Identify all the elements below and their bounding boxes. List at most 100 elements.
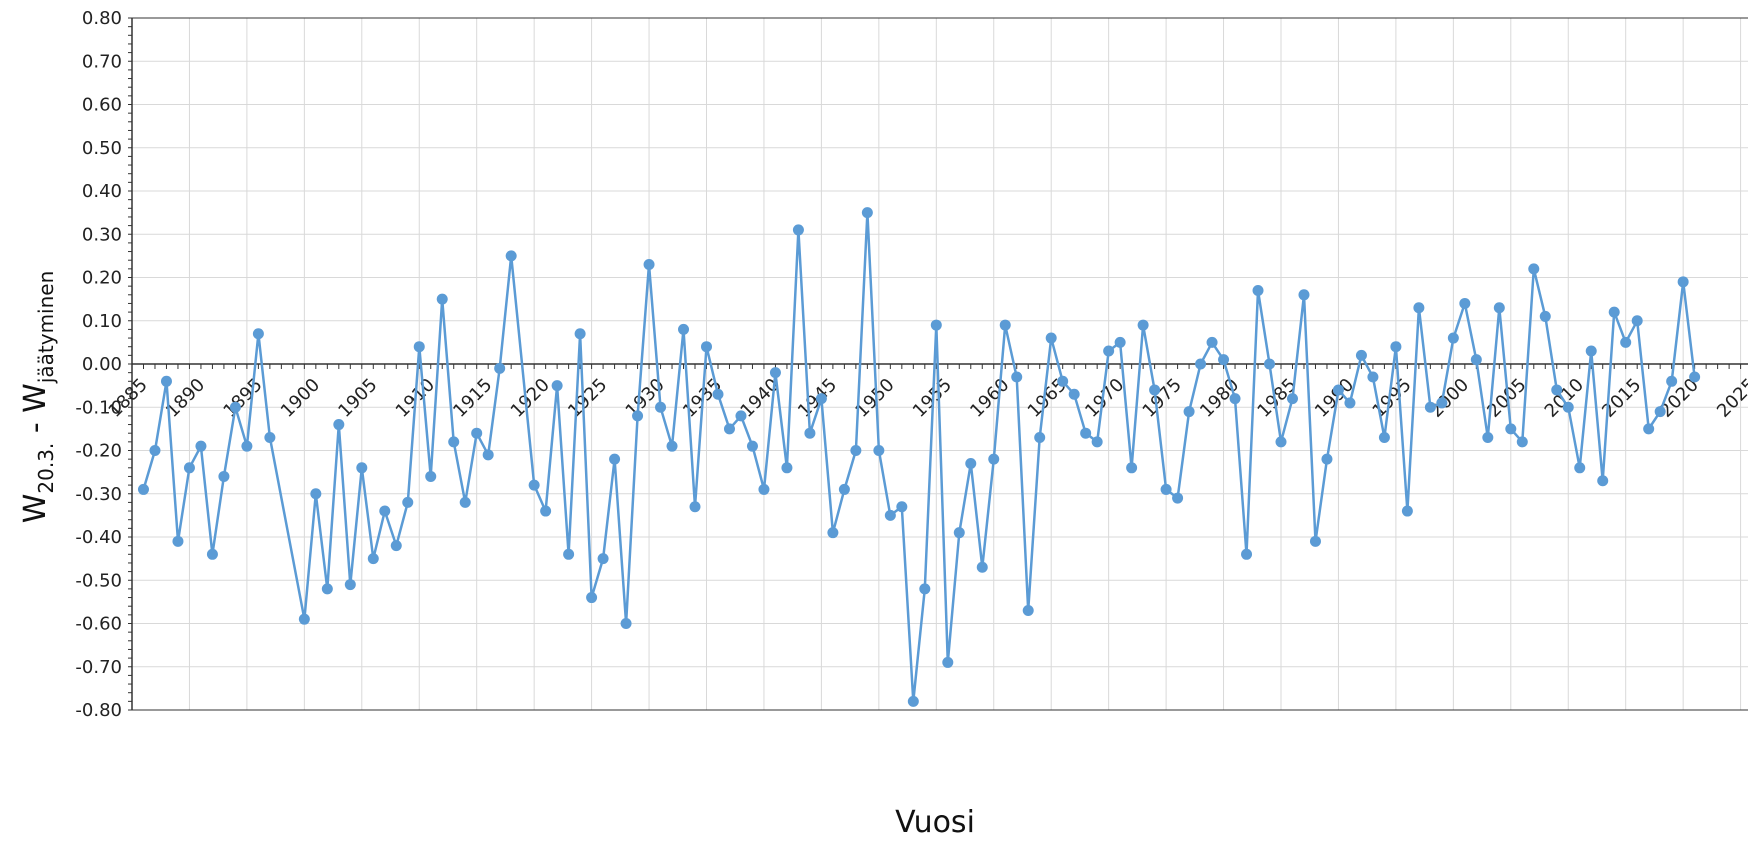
y-tick-label: 0.10 xyxy=(82,311,122,332)
data-point xyxy=(930,319,942,331)
y-axis-title-sub1: 20.3. xyxy=(34,443,58,494)
data-point xyxy=(574,328,586,340)
data-point xyxy=(632,410,644,422)
y-tick-label: 0.40 xyxy=(82,181,122,202)
data-series xyxy=(137,207,1701,707)
data-point xyxy=(838,483,850,495)
data-point xyxy=(1229,393,1241,405)
data-point xyxy=(1654,406,1666,418)
data-point xyxy=(953,527,965,539)
data-point xyxy=(1562,401,1574,413)
data-point xyxy=(206,548,218,560)
data-point xyxy=(390,540,402,552)
data-point xyxy=(976,561,988,573)
data-point xyxy=(1103,345,1115,357)
data-point xyxy=(769,367,781,379)
data-point xyxy=(735,410,747,422)
data-point xyxy=(896,501,908,513)
data-point xyxy=(643,259,655,271)
data-point xyxy=(1045,332,1057,344)
y-tick-label: 0.70 xyxy=(82,51,122,72)
data-point xyxy=(1597,475,1609,487)
data-point xyxy=(321,583,333,595)
y-tick-label: 0.80 xyxy=(82,8,122,29)
y-tick-label: 0.50 xyxy=(82,138,122,159)
data-point xyxy=(1413,302,1425,314)
data-point xyxy=(712,388,724,400)
data-point xyxy=(1321,453,1333,465)
data-point xyxy=(1195,358,1207,370)
y-axis-title: W20.3. - Wjäätyminen xyxy=(18,271,58,524)
data-point xyxy=(792,224,804,236)
data-point xyxy=(413,341,425,353)
y-tick-label: -0.80 xyxy=(75,700,122,721)
data-point xyxy=(160,375,172,387)
y-tick-label: -0.60 xyxy=(75,614,122,635)
data-point xyxy=(999,319,1011,331)
data-point xyxy=(1241,548,1253,560)
data-point xyxy=(1631,315,1643,327)
data-point xyxy=(1516,436,1528,448)
data-point xyxy=(183,462,195,474)
data-point xyxy=(1551,384,1563,396)
data-point xyxy=(586,592,598,604)
data-point xyxy=(907,695,919,707)
data-point xyxy=(195,440,207,452)
data-point xyxy=(436,293,448,305)
data-point xyxy=(333,419,345,431)
data-point xyxy=(1091,436,1103,448)
data-point xyxy=(1528,263,1540,275)
data-point xyxy=(459,496,471,508)
data-point xyxy=(1459,297,1471,309)
y-tick-label: 0.30 xyxy=(82,224,122,245)
data-point xyxy=(310,488,322,500)
data-point xyxy=(344,579,356,591)
data-point xyxy=(620,618,632,629)
data-point xyxy=(1482,432,1494,444)
data-point xyxy=(781,462,793,474)
data-point xyxy=(1689,371,1701,383)
data-point xyxy=(252,328,264,340)
data-point xyxy=(482,449,494,461)
data-point xyxy=(528,479,540,491)
data-point xyxy=(827,527,839,539)
data-point xyxy=(494,362,506,374)
data-point xyxy=(551,380,563,392)
data-point xyxy=(241,440,253,452)
data-point xyxy=(1505,423,1517,435)
y-tick-label: 0.00 xyxy=(82,354,122,375)
data-point xyxy=(701,341,712,353)
data-point xyxy=(1309,535,1321,547)
data-point xyxy=(804,427,816,439)
data-point xyxy=(367,553,379,565)
data-point xyxy=(1298,289,1310,301)
y-tick-label: -0.50 xyxy=(75,570,122,591)
data-point xyxy=(1172,492,1184,504)
data-point xyxy=(1252,284,1264,296)
data-point xyxy=(1126,462,1138,474)
data-point xyxy=(988,453,1000,465)
data-point xyxy=(1574,462,1586,474)
data-point xyxy=(746,440,758,452)
data-point xyxy=(1378,432,1390,444)
data-point xyxy=(758,483,770,495)
data-point xyxy=(884,509,896,521)
data-point xyxy=(1470,354,1482,366)
data-point xyxy=(218,470,230,482)
y-tick-label: -0.20 xyxy=(75,441,122,462)
data-point xyxy=(1286,393,1298,405)
data-point xyxy=(1539,310,1551,322)
data-point xyxy=(1344,397,1356,409)
data-point xyxy=(402,496,414,508)
data-point xyxy=(1149,384,1161,396)
data-point xyxy=(655,401,667,413)
y-tick-label: -0.40 xyxy=(75,527,122,548)
data-point xyxy=(540,505,552,517)
data-point xyxy=(1390,341,1402,353)
data-point xyxy=(850,445,862,456)
data-point xyxy=(137,483,149,495)
data-point xyxy=(1264,358,1276,370)
data-point xyxy=(723,423,735,435)
data-point xyxy=(1493,302,1505,314)
